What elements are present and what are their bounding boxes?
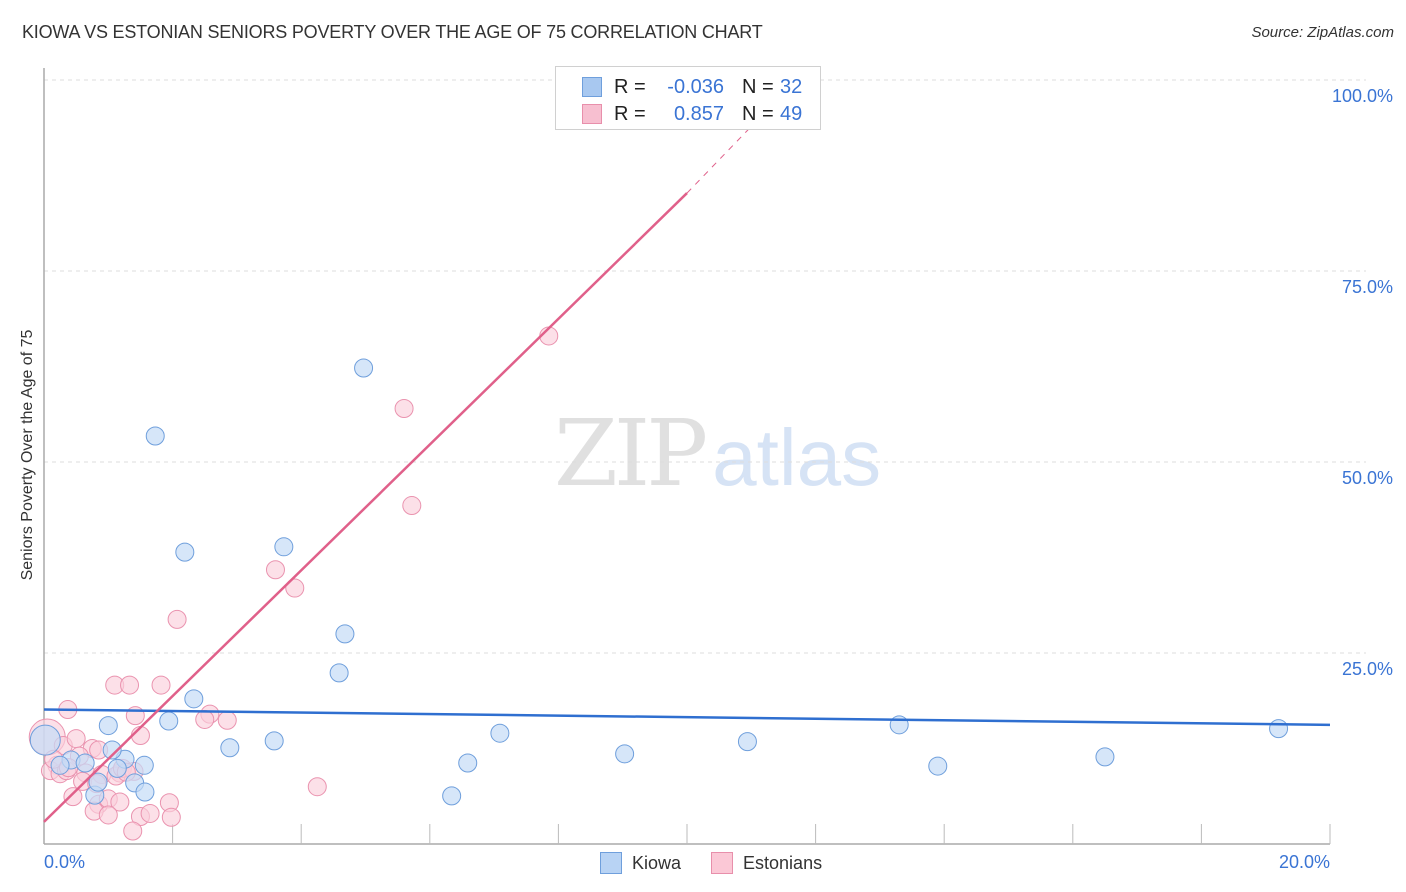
kiowa-points: [29, 358, 1289, 806]
estonians-point: [66, 729, 86, 749]
estonians-trendline-extension: [686, 119, 759, 194]
estonians-swatch: [711, 852, 734, 874]
gridlines: [44, 79, 1366, 654]
kiowa-point: [184, 689, 204, 709]
kiowa-point: [354, 358, 374, 378]
estonians-point: [195, 709, 215, 729]
legend-item-kiowa[interactable]: Kiowa: [600, 852, 681, 874]
legend-item-estonians[interactable]: Estonians: [711, 852, 822, 874]
x-tick-max: 20.0%: [1278, 852, 1330, 872]
kiowa-point: [928, 756, 948, 776]
kiowa-point: [175, 542, 195, 562]
y-tick-75: 75.0%: [1341, 277, 1393, 297]
kiowa-point: [1095, 747, 1115, 767]
source-label: Source: ZipAtlas.com: [1251, 24, 1394, 41]
kiowa-point: [737, 732, 757, 752]
estonians-point: [63, 787, 83, 807]
kiowa-point: [458, 753, 478, 773]
y-axis-label: Seniors Poverty Over the Age of 75: [19, 329, 36, 581]
estonians-point: [110, 792, 130, 812]
estonians-trendline: [43, 192, 688, 823]
kiowa-point: [102, 740, 122, 760]
n-value: 32: [780, 75, 803, 98]
r-value: -0.036: [667, 75, 724, 98]
n-label: N =: [742, 102, 774, 125]
estonians-swatch: [582, 104, 602, 124]
estonians-point: [140, 803, 160, 823]
axes: [43, 68, 1331, 845]
estonians-point: [120, 675, 140, 695]
kiowa-point: [615, 744, 635, 764]
legend-label-kiowa: Kiowa: [632, 852, 682, 873]
kiowa-point: [329, 663, 349, 683]
kiowa-point: [88, 772, 108, 792]
kiowa-point: [134, 755, 154, 775]
x-tick-min: 0.0%: [44, 852, 86, 872]
estonians-point: [161, 807, 181, 827]
y-tick-25: 25.0%: [1341, 659, 1393, 679]
estonians-point: [265, 560, 285, 580]
r-label: R =: [614, 102, 646, 125]
estonians-point: [217, 710, 237, 730]
n-label: N =: [742, 75, 774, 98]
legend-label-estonians: Estonians: [743, 852, 823, 873]
estonians-point: [307, 777, 327, 797]
estonians-point: [123, 821, 143, 841]
legend-row-estonians: R = 0.857 N = 49: [582, 102, 802, 126]
kiowa-point: [98, 716, 118, 736]
estonians-point: [394, 399, 414, 419]
kiowa-point: [335, 624, 355, 644]
estonians-point: [402, 496, 422, 516]
chart-title: KIOWA VS ESTONIAN SENIORS POVERTY OVER T…: [22, 22, 763, 42]
n-value: 49: [780, 102, 803, 125]
watermark-atlas: atlas: [712, 413, 882, 502]
kiowa-point: [107, 758, 127, 778]
watermark: ZIP atlas: [554, 408, 881, 500]
kiowa-point: [29, 724, 61, 756]
y-tick-50: 50.0%: [1341, 468, 1393, 488]
kiowa-point: [135, 782, 155, 802]
legend-row-kiowa: R = -0.036 N = 32: [582, 75, 802, 99]
kiowa-swatch: [582, 77, 602, 97]
series-legend: Kiowa Estonians: [600, 852, 852, 874]
estonians-point: [167, 609, 187, 629]
estonians-point: [98, 805, 118, 825]
kiowa-point: [50, 755, 70, 775]
watermark-zip: ZIP: [554, 400, 708, 507]
stats-legend: R = -0.036 N = 32 R = 0.857 N = 49: [555, 66, 821, 130]
trendlines: [43, 119, 1331, 823]
kiowa-point: [145, 426, 165, 446]
r-label: R =: [614, 75, 646, 98]
kiowa-point: [159, 711, 179, 731]
kiowa-point: [274, 537, 294, 557]
kiowa-point: [75, 753, 95, 773]
r-value: 0.857: [673, 102, 724, 125]
estonians-point: [151, 675, 171, 695]
kiowa-point: [442, 786, 462, 806]
kiowa-point: [264, 731, 284, 751]
kiowa-swatch: [600, 852, 622, 874]
kiowa-point: [490, 723, 510, 743]
kiowa-trendline: [43, 708, 1331, 727]
kiowa-point: [220, 738, 240, 758]
estonians-point: [285, 578, 305, 598]
kiowa-point: [1269, 719, 1289, 739]
y-tick-100: 100.0%: [1331, 86, 1393, 106]
